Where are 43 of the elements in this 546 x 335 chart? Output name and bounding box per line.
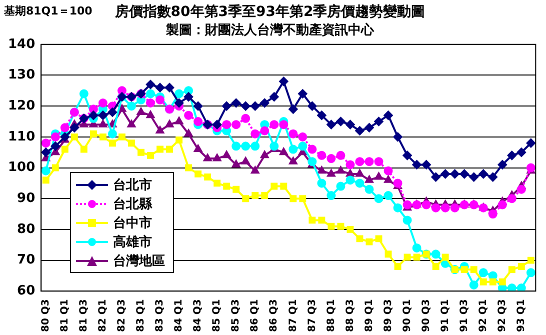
x-tick-label: 82 Q1 xyxy=(98,299,109,332)
x-tick-label: 90 Q1 xyxy=(402,299,413,332)
x-tick-label: 84 Q1 xyxy=(174,299,185,332)
y-axis-title: 基期81Q1＝100 xyxy=(3,4,93,18)
x-tick-label: 84 Q3 xyxy=(192,299,204,332)
y-tick-label: 120 xyxy=(8,98,36,114)
x-tick-label: 87 Q3 xyxy=(306,299,318,332)
x-tick-label: 93 Q1 xyxy=(516,299,528,332)
y-tick-label: 60 xyxy=(17,284,36,299)
x-tick-label: 85 Q1 xyxy=(212,299,223,332)
y-tick-label: 110 xyxy=(8,129,36,144)
x-tick-label: 88 Q3 xyxy=(344,299,356,332)
chart-title: 房價指數80年第3季至93年第2季房價趨勢變動圖 xyxy=(114,3,426,20)
x-tick-label: 83 Q3 xyxy=(154,299,166,332)
x-tick-label: 88 Q1 xyxy=(326,299,337,332)
x-tick-label: 83 Q1 xyxy=(136,299,147,332)
x-tick-label: 82 Q3 xyxy=(116,299,128,332)
legend-label: 台北縣 xyxy=(113,196,152,212)
x-tick-label: 89 Q3 xyxy=(382,299,394,332)
x-tick-label: 87 Q1 xyxy=(288,299,299,332)
legend-label: 台中市 xyxy=(113,214,152,232)
x-tick-label: 92 Q3 xyxy=(496,299,508,332)
x-tick-label: 81 Q1 xyxy=(60,299,71,332)
y-tick-label: 140 xyxy=(8,36,36,52)
chart-subtitle: 製圖：財團法人台灣不動產資訊中心 xyxy=(165,22,375,38)
y-tick-label: 130 xyxy=(8,68,36,83)
x-tick-label: 85 Q3 xyxy=(230,299,242,332)
y-tick-label: 70 xyxy=(17,252,36,268)
x-tick-label: 86 Q3 xyxy=(268,299,280,332)
x-tick-label: 80 Q3 xyxy=(40,299,52,332)
legend-label: 高雄市 xyxy=(113,234,152,250)
x-tick-label: 91 Q1 xyxy=(440,299,451,332)
legend-label: 台北市 xyxy=(113,176,152,194)
x-tick-label: 89 Q1 xyxy=(364,299,375,332)
x-tick-label: 86 Q1 xyxy=(250,299,261,332)
x-tick-label: 91 Q3 xyxy=(458,299,470,332)
x-tick-label: 81 Q3 xyxy=(78,299,90,332)
legend-label: 台灣地區 xyxy=(113,252,165,270)
y-tick-label: 100 xyxy=(8,160,36,176)
x-tick-label: 92 Q1 xyxy=(478,299,489,332)
x-tick-label: 90 Q3 xyxy=(420,299,432,332)
y-tick-label: 90 xyxy=(17,190,36,206)
y-tick-label: 80 xyxy=(17,222,36,237)
